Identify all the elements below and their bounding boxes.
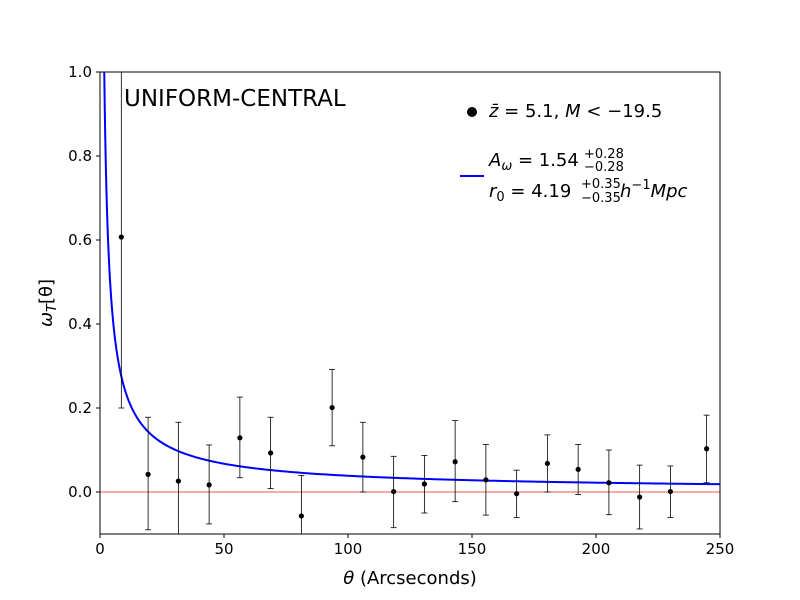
data-point-group xyxy=(667,465,674,519)
data-point xyxy=(606,480,612,486)
legend-amplitude-lower-error: −0.28 xyxy=(584,160,624,175)
data-point xyxy=(667,488,674,495)
data-point xyxy=(118,234,124,240)
legend-r0-upper-error: +0.35 xyxy=(581,177,621,192)
legend-marker-data xyxy=(467,107,477,117)
panel-label: UNIFORM-CENTRAL xyxy=(124,86,346,112)
x-tick-label: 200 xyxy=(582,540,611,558)
data-point-group xyxy=(236,396,243,479)
data-point xyxy=(360,454,366,460)
x-tick-label: 150 xyxy=(458,540,487,558)
data-point xyxy=(391,488,397,495)
y-tick-label: 0.6 xyxy=(68,231,92,249)
data-point-group xyxy=(118,72,125,409)
y-tick-label: 0.8 xyxy=(68,147,92,165)
data-point-group xyxy=(175,421,182,534)
x-tick-label: 250 xyxy=(706,540,735,558)
data-point-group xyxy=(298,475,305,534)
data-point xyxy=(268,450,274,456)
y-tick-label: 1.0 xyxy=(68,63,92,81)
fit-curve xyxy=(103,72,720,486)
data-point-group xyxy=(636,464,643,530)
data-point-group xyxy=(267,416,274,490)
data-point xyxy=(206,482,212,488)
x-tick-label: 100 xyxy=(334,540,363,558)
data-point-group xyxy=(513,469,520,519)
data-point-group xyxy=(145,416,152,531)
data-point-group xyxy=(329,368,336,447)
legend-entry-correlation-length: r0 = 4.19 xyxy=(489,181,571,205)
data-point-group xyxy=(605,449,612,516)
data-point xyxy=(329,404,335,411)
data-point xyxy=(637,494,643,500)
y-axis: 0.0 0.2 0.4 0.6 0.8 1.0 xyxy=(68,63,100,501)
data-point xyxy=(704,446,710,452)
legend-amplitude-upper-error: +0.28 xyxy=(584,147,624,162)
data-point xyxy=(298,513,304,519)
data-point-group xyxy=(575,444,582,495)
data-point-group xyxy=(390,455,397,529)
data-point xyxy=(544,460,550,467)
x-tick-label: 0 xyxy=(95,540,105,558)
legend-entry-amplitude: Aω = 1.54 xyxy=(488,150,579,174)
legend: z̄ = 5.1, M < −19.5 Aω = 1.54 +0.28 −0.2… xyxy=(460,101,688,206)
data-point xyxy=(452,459,458,465)
data-point-group xyxy=(359,421,366,493)
x-axis-label: θ (Arcseconds) xyxy=(343,568,477,589)
y-tick-label: 0.0 xyxy=(68,483,92,501)
data-point-group xyxy=(544,434,551,493)
plot-frame xyxy=(99,71,721,535)
legend-r0-lower-error: −0.35 xyxy=(581,191,621,206)
x-tick-label: 50 xyxy=(214,540,233,558)
data-point-group xyxy=(703,414,710,484)
data-point xyxy=(575,466,581,472)
y-tick-label: 0.2 xyxy=(68,399,92,417)
data-point xyxy=(237,435,243,441)
data-point-group xyxy=(206,444,213,525)
data-point-group xyxy=(482,444,489,516)
legend-entry-data: z̄ = 5.1, M < −19.5 xyxy=(488,101,662,122)
data-point xyxy=(483,477,489,483)
data-point xyxy=(421,481,427,487)
data-point xyxy=(514,491,520,497)
y-axis-label: ωT[θ] xyxy=(36,279,60,327)
data-point-group xyxy=(421,455,428,514)
x-axis: 0 50 100 150 200 250 xyxy=(95,534,734,558)
legend-r0-unit: h−1Mpc xyxy=(620,178,688,202)
data-point-group xyxy=(452,420,459,503)
y-tick-label: 0.4 xyxy=(68,315,92,333)
data-point xyxy=(145,471,151,477)
data-point xyxy=(175,478,181,484)
